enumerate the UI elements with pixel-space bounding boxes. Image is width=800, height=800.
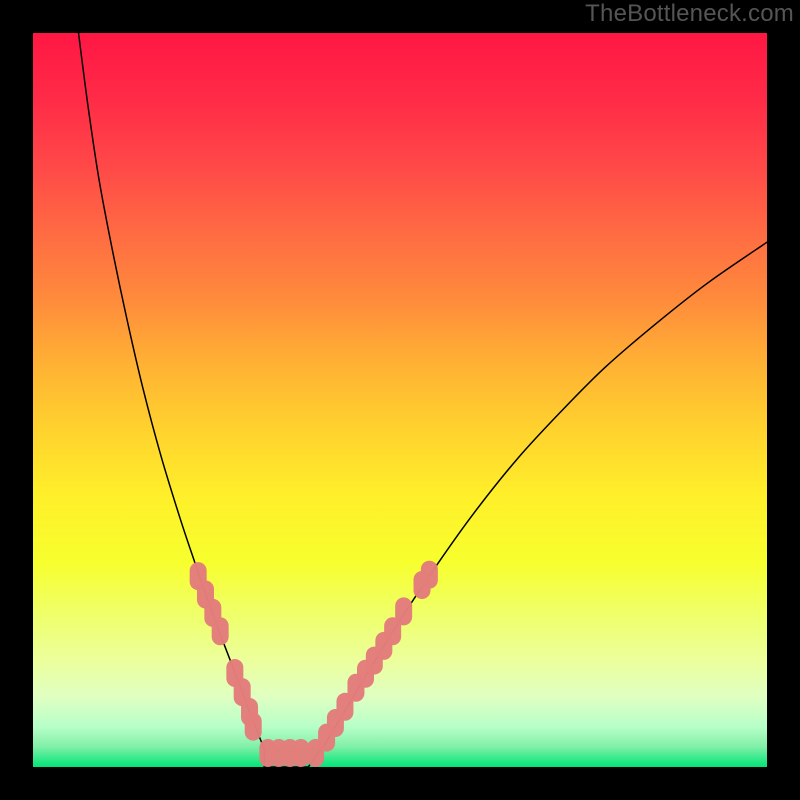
scatter-marker xyxy=(395,597,412,625)
scatter-marker xyxy=(421,561,438,589)
scatter-marker xyxy=(292,739,309,767)
scatter-marker xyxy=(245,713,262,741)
plot-background xyxy=(33,33,767,767)
scatter-marker xyxy=(212,617,229,645)
watermark-text: TheBottleneck.com xyxy=(585,0,794,28)
bottleneck-chart xyxy=(0,0,800,800)
chart-stage: TheBottleneck.com xyxy=(0,0,800,800)
